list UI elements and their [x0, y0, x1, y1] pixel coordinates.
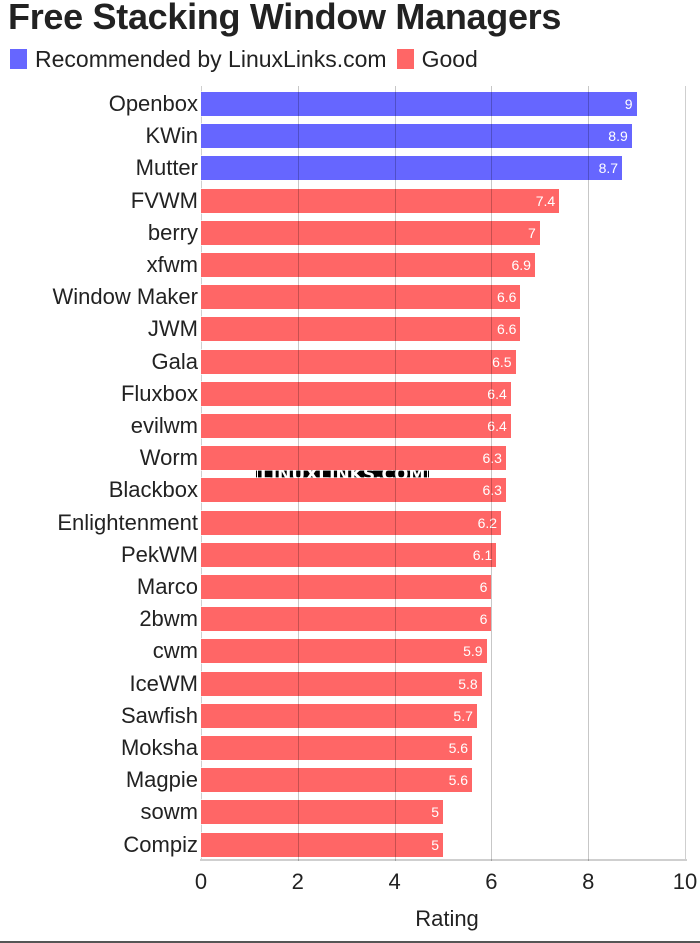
- bar-mutter: 8.7: [201, 156, 623, 181]
- category-label: Window Maker: [52, 284, 198, 310]
- bar-value-label: 5: [431, 804, 439, 821]
- bar-value-label: 5.6: [448, 740, 469, 756]
- bar-value-label: 6.5: [492, 353, 512, 370]
- bar-value-label: 6.4: [487, 418, 507, 434]
- category-label: Worm: [139, 445, 198, 471]
- bar-fluxbox: 6.4: [201, 381, 511, 406]
- bar-worm: 6.3: [201, 446, 506, 471]
- category-label: 2bwm: [139, 606, 198, 632]
- category-label: Compiz: [123, 831, 198, 857]
- category-label: berry: [147, 219, 198, 245]
- category-label: xfwm: [146, 252, 198, 277]
- legend-swatch-good: [396, 49, 414, 69]
- x-axis-label: Rating: [415, 906, 479, 931]
- category-label: FVWM: [130, 187, 198, 213]
- legend-label-good: Good: [421, 45, 478, 72]
- category-label: Sawfish: [120, 702, 198, 728]
- category-label: Moksha: [120, 735, 198, 760]
- category-label: Mutter: [135, 155, 198, 181]
- x-tick-label: 0: [194, 869, 208, 894]
- x-tick-label: 10: [672, 869, 698, 894]
- chart-title: Free Stacking Window Managers: [8, 0, 562, 37]
- category-label: evilwm: [130, 413, 198, 438]
- bar-value-label: 8.7: [598, 160, 619, 177]
- bar-value-label: 6.1: [472, 546, 493, 563]
- category-label: JWM: [147, 316, 198, 342]
- x-tick-label: 4: [388, 869, 401, 894]
- bar-value-label: 6.3: [482, 450, 502, 467]
- bar-evilwm: 6.4: [201, 414, 511, 438]
- bar-blackbox: 6.3: [201, 478, 506, 503]
- bar-magpie: 5.6: [201, 768, 473, 793]
- bar-enlightenment: 6.2: [201, 510, 502, 535]
- bar-value-label: 5: [431, 836, 439, 853]
- legend-item-recommended: Recommended by LinuxLinks.com: [10, 46, 387, 73]
- bar-value-label: 6: [479, 611, 488, 628]
- category-label: Marco: [136, 574, 198, 599]
- legend-swatch-recommended: [10, 49, 27, 69]
- gridline: [588, 86, 589, 861]
- legend-label-recommended: Recommended by LinuxLinks.com: [35, 45, 387, 72]
- bar-jwm: 6.6: [201, 317, 521, 342]
- category-label: Enlightenment: [57, 509, 198, 535]
- bar-value-label: 6: [479, 579, 488, 595]
- bar-xfwm: 6.9: [201, 253, 535, 277]
- bar-value-label: 6.6: [496, 321, 517, 338]
- bar-sawfish: 5.7: [201, 703, 477, 728]
- category-label: Fluxbox: [120, 380, 198, 406]
- bar-2bwm: 6: [201, 607, 492, 632]
- bar-marco: 6: [201, 575, 492, 599]
- bar-value-label: 6.2: [477, 514, 498, 531]
- category-label: PekWM: [121, 541, 198, 567]
- x-tick-label: 2: [291, 869, 304, 894]
- category-label: Magpie: [125, 767, 198, 793]
- category-label: Gala: [151, 348, 198, 374]
- bar-value-label: 8.9: [608, 128, 628, 145]
- bar-value-label: 7: [528, 224, 536, 241]
- bar-berry: 7: [201, 220, 540, 245]
- bar-openbox: 9: [201, 92, 637, 116]
- bar-value-label: 9: [624, 96, 633, 112]
- category-label: Blackbox: [108, 477, 198, 503]
- bar-kwin: 8.9: [201, 124, 632, 149]
- divider: [0, 941, 700, 943]
- bar-gala: 6.5: [201, 349, 516, 374]
- bar-value-label: 7.4: [535, 192, 556, 209]
- bar-value-label: 6.4: [487, 385, 507, 402]
- gridline: [298, 86, 299, 861]
- bar-sowm: 5: [201, 800, 443, 825]
- y-axis-line: [201, 86, 202, 861]
- category-label: IceWM: [129, 670, 198, 696]
- category-label: Openbox: [108, 91, 198, 116]
- x-axis-line: [200, 859, 687, 861]
- legend-item-good: Good: [396, 45, 478, 73]
- x-tick-label: 6: [485, 869, 498, 894]
- bar-value-label: 5.9: [463, 643, 483, 660]
- bar-value-label: 6.9: [511, 257, 531, 273]
- x-tick-label: 8: [582, 869, 595, 894]
- gridline: [685, 86, 686, 861]
- category-label: sowm: [140, 799, 198, 825]
- gridline: [491, 86, 492, 861]
- bar-cwm: 5.9: [201, 639, 487, 664]
- bar-pekwm: 6.1: [201, 542, 497, 567]
- bar-value-label: 6.6: [496, 289, 517, 306]
- bar-fvwm: 7.4: [201, 188, 560, 213]
- bar-value-label: 6.3: [482, 482, 502, 499]
- bar-value-label: 5.7: [453, 707, 473, 724]
- legend: Recommended by LinuxLinks.com Good: [10, 44, 488, 74]
- bar-value-label: 5.8: [458, 675, 478, 692]
- category-label: KWin: [145, 123, 198, 149]
- bar-window-maker: 6.6: [201, 285, 521, 310]
- category-label: cwm: [152, 638, 198, 664]
- plot-area: 9 8.9 8.7 7.4 7 6.9 6.6 6.6 6.5 6.4 6.4 6.3 6.3 6.2 6.…: [200, 86, 687, 861]
- bar-compiz: 5: [201, 832, 443, 857]
- bar-moksha: 5.6: [201, 736, 473, 760]
- bar-value-label: 5.6: [448, 772, 469, 789]
- gridline: [395, 86, 396, 861]
- bar-icewm: 5.8: [201, 671, 482, 696]
